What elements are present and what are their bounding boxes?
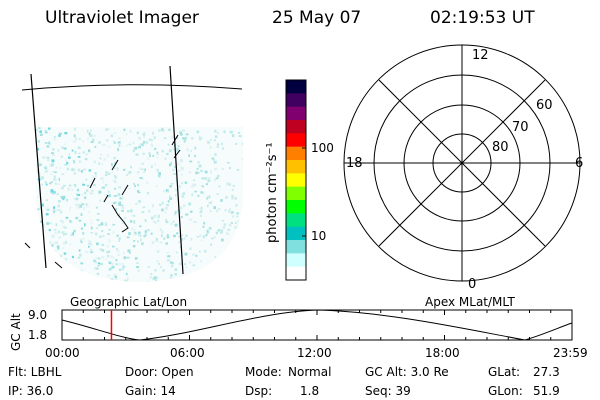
instrument-title: Ultraviolet Imager xyxy=(45,8,199,28)
colorbar-band xyxy=(286,160,306,174)
gc-alt-axis-label: GC Alt xyxy=(9,313,23,351)
seq-info: Seq: 39 xyxy=(365,384,411,398)
coastline-fragments xyxy=(24,134,181,269)
dsp-value: 1.8 xyxy=(300,384,320,398)
time-tick-0600: 06:00 xyxy=(170,346,205,360)
colorbar-band xyxy=(286,120,306,134)
uv-image-panel xyxy=(21,65,243,282)
colorbar-band xyxy=(286,240,306,254)
lat-label-80: 80 xyxy=(492,140,509,155)
colorbar-band xyxy=(286,200,306,214)
lat-label-60: 60 xyxy=(536,98,553,113)
colorbar-band xyxy=(286,146,306,161)
geographic-latlon-title: Geographic Lat/Lon xyxy=(70,295,188,309)
lat-label-70: 70 xyxy=(512,120,529,135)
alt-tick-1-8: 1.8 xyxy=(28,328,48,342)
alt-tick-9: 9.0 xyxy=(28,308,48,322)
glon-label: GLon: xyxy=(488,384,523,398)
colorbar-band xyxy=(286,213,306,228)
colorbar-band xyxy=(286,106,306,121)
dsp-label: Dsp: xyxy=(245,384,273,398)
colorbar-band xyxy=(286,133,306,148)
colorbar-band xyxy=(286,266,306,281)
altitude-curve xyxy=(61,309,573,341)
time-tick-0000: 00:00 xyxy=(45,346,80,360)
mlt-label-6: 6 xyxy=(575,156,584,171)
polar-mlt-grid xyxy=(343,44,581,282)
time-tick-2359: 23:59 xyxy=(553,346,588,360)
colorbar-band xyxy=(286,226,306,241)
ip-info: IP: 36.0 xyxy=(8,384,54,398)
glon-value: 51.9 xyxy=(533,384,560,398)
time-tick-1200: 12:00 xyxy=(297,346,332,360)
colorbar-tick-10: 10 xyxy=(311,229,327,243)
mlt-label-0: 0 xyxy=(468,277,477,292)
uv-speckle-field xyxy=(36,127,243,282)
mode-value: Normal xyxy=(288,365,332,379)
date-label: 25 May 07 xyxy=(272,8,362,28)
colorbar-band xyxy=(286,186,306,201)
glat-label: GLat: xyxy=(488,365,521,379)
colorbar-band xyxy=(286,93,306,108)
apex-mlat-mlt-title: Apex MLat/MLT xyxy=(425,295,515,309)
gain-info: Gain: 14 xyxy=(125,384,176,398)
coastline xyxy=(111,204,129,233)
altitude-plot xyxy=(61,309,573,341)
colorbar xyxy=(285,79,307,281)
filter-info: Flt: LBHL xyxy=(8,365,62,379)
glat-value: 27.3 xyxy=(533,365,560,379)
mlt-label-12: 12 xyxy=(472,48,489,63)
time-label: 02:19:53 UT xyxy=(430,8,535,28)
colorbar-band xyxy=(286,253,306,268)
door-info: Door: Open xyxy=(125,365,194,379)
colorbar-unit-label: photon cm⁻²s⁻¹ xyxy=(265,142,280,243)
image-top-curve xyxy=(21,84,243,91)
time-tick-1800: 18:00 xyxy=(425,346,460,360)
colorbar-tick-100: 100 xyxy=(311,141,334,155)
image-meridian-left xyxy=(30,73,47,269)
colorbar-band xyxy=(286,173,306,188)
mlt-label-18: 18 xyxy=(346,156,363,171)
mode-label: Mode: xyxy=(245,365,282,379)
gc-alt-info: GC Alt: 3.0 Re xyxy=(365,365,449,379)
colorbar-band xyxy=(286,80,306,94)
image-meridian-right xyxy=(169,65,184,275)
